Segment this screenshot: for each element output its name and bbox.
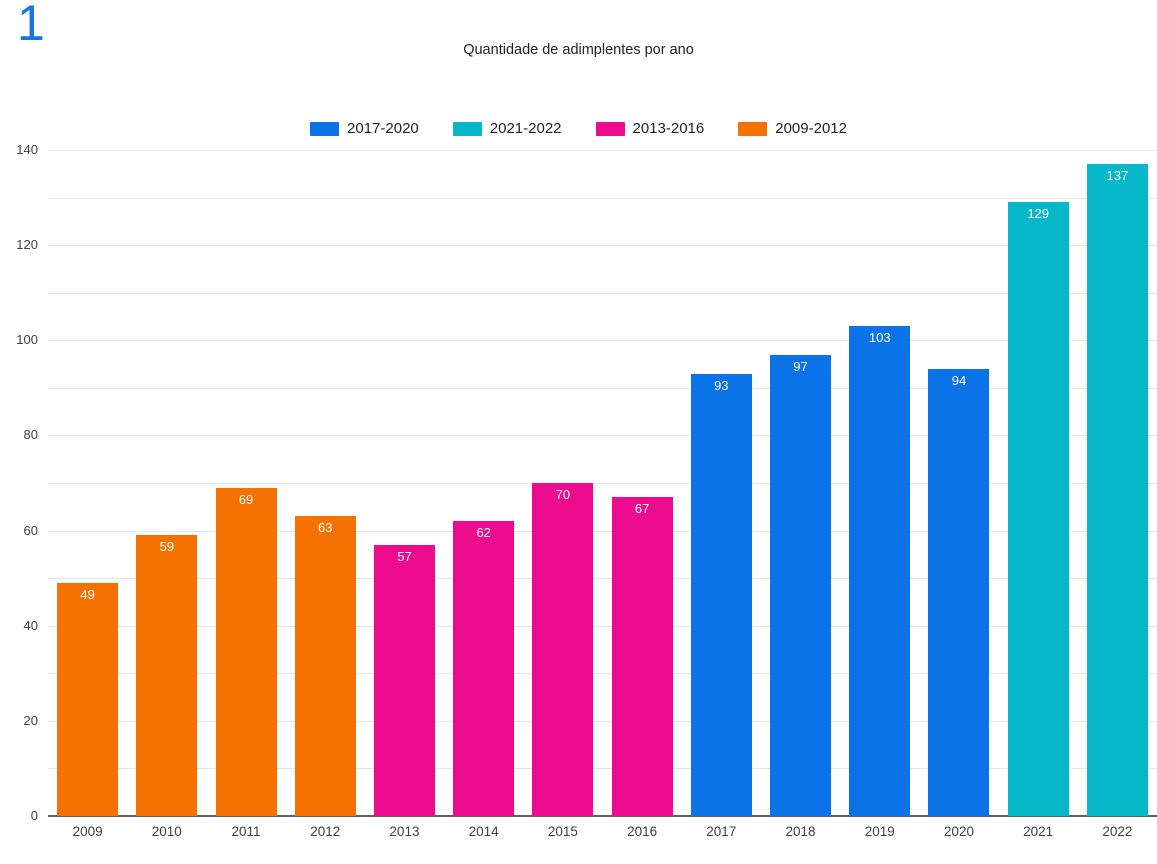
y-axis-tick-label: 140 bbox=[16, 142, 38, 157]
legend-label: 2013-2016 bbox=[632, 120, 705, 137]
gridline bbox=[48, 578, 1157, 580]
bar-value-label: 59 bbox=[159, 539, 175, 555]
legend-swatch-icon bbox=[595, 121, 625, 136]
y-axis-tick-label: 100 bbox=[16, 332, 38, 348]
legend-item-2021-2022[interactable]: 2021-2022 bbox=[452, 120, 562, 137]
x-axis-tick-label: 2015 bbox=[547, 824, 578, 839]
gridline bbox=[48, 483, 1157, 484]
bar-2017[interactable] bbox=[690, 373, 752, 816]
bar-2012[interactable] bbox=[294, 516, 356, 816]
x-axis-tick-label: 2019 bbox=[864, 824, 895, 839]
legend-swatch-icon bbox=[738, 121, 768, 136]
legend-label: 2017-2020 bbox=[347, 120, 419, 137]
legend-item-2013-2016[interactable]: 2013-2016 bbox=[595, 120, 705, 137]
gridline bbox=[48, 673, 1157, 675]
x-axis-tick-label: 2009 bbox=[72, 824, 103, 839]
gridline bbox=[48, 150, 1157, 151]
gridline bbox=[48, 530, 1157, 532]
bar-2016[interactable] bbox=[611, 497, 673, 816]
y-axis-tick-label: 0 bbox=[30, 808, 38, 823]
x-axis-line bbox=[48, 815, 1157, 817]
bar-value-label: 62 bbox=[476, 525, 491, 541]
x-axis-tick-label: 2018 bbox=[785, 824, 816, 839]
bar-2021[interactable] bbox=[1007, 202, 1069, 816]
bar-2018[interactable] bbox=[770, 354, 832, 816]
bar-2011[interactable] bbox=[215, 487, 277, 816]
x-axis-tick-label: 2010 bbox=[151, 824, 182, 839]
gridline bbox=[48, 245, 1157, 247]
gridline bbox=[48, 720, 1157, 722]
x-axis-tick-label: 2022 bbox=[1102, 824, 1133, 839]
bar-value-label: 97 bbox=[793, 358, 808, 374]
legend-swatch-icon bbox=[452, 121, 482, 136]
bar-value-label: 63 bbox=[318, 520, 333, 536]
legend-item-2017-2020[interactable]: 2017-2020 bbox=[310, 120, 419, 137]
gridline bbox=[48, 435, 1157, 437]
chart-legend: 2017-2020 2021-2022 2013-2016 2009-2012 bbox=[0, 120, 1157, 137]
x-axis-tick-label: 2013 bbox=[389, 824, 420, 839]
legend-label: 2021-2022 bbox=[489, 120, 562, 137]
legend-swatch-icon bbox=[310, 121, 340, 136]
bar-value-label: 67 bbox=[634, 501, 650, 517]
y-axis-tick-label: 120 bbox=[16, 237, 38, 253]
bar-value-label: 129 bbox=[1027, 206, 1050, 222]
bar-value-label: 93 bbox=[714, 377, 729, 393]
bar-value-label: 57 bbox=[397, 548, 412, 564]
gridline bbox=[48, 197, 1157, 199]
bar-value-label: 103 bbox=[868, 330, 891, 345]
bar-2010[interactable] bbox=[136, 535, 198, 816]
bar-value-label: 137 bbox=[1106, 168, 1129, 184]
x-axis-tick-label: 2017 bbox=[706, 824, 737, 839]
x-axis-tick-label: 2021 bbox=[1023, 824, 1054, 839]
page-number: 1 bbox=[17, 0, 45, 51]
legend-item-2009-2012[interactable]: 2009-2012 bbox=[738, 120, 847, 137]
bar-2020[interactable] bbox=[928, 368, 990, 816]
bar-value-label: 49 bbox=[80, 586, 95, 602]
gridline bbox=[48, 387, 1157, 389]
y-axis-tick-label: 40 bbox=[23, 617, 38, 633]
bar-value-label: 69 bbox=[238, 491, 254, 507]
x-axis-tick-label: 2014 bbox=[468, 824, 499, 839]
legend-label: 2009-2012 bbox=[775, 120, 847, 137]
bar-2015[interactable] bbox=[532, 483, 594, 816]
x-axis-tick-label: 2012 bbox=[310, 824, 341, 839]
y-axis-tick-label: 80 bbox=[23, 427, 38, 443]
bar-2014[interactable] bbox=[453, 521, 515, 816]
bar-2019[interactable] bbox=[849, 326, 911, 816]
chart-title: Quantidade de adimplentes por ano bbox=[463, 42, 694, 58]
gridline bbox=[48, 768, 1157, 770]
bar-2013[interactable] bbox=[373, 544, 435, 816]
bar-value-label: 70 bbox=[555, 487, 571, 502]
gridline bbox=[48, 292, 1157, 294]
y-axis-tick-label: 60 bbox=[23, 522, 38, 538]
x-axis-tick-label: 2016 bbox=[627, 824, 658, 839]
gridline bbox=[48, 625, 1157, 627]
bar-2022[interactable] bbox=[1086, 164, 1148, 816]
x-axis-tick-label: 2020 bbox=[943, 824, 974, 839]
gridline bbox=[48, 340, 1157, 342]
bar-value-label: 94 bbox=[951, 372, 967, 388]
bar-2009[interactable] bbox=[57, 582, 119, 816]
y-axis-tick-label: 20 bbox=[23, 712, 38, 728]
x-axis-tick-label: 2011 bbox=[231, 824, 261, 839]
